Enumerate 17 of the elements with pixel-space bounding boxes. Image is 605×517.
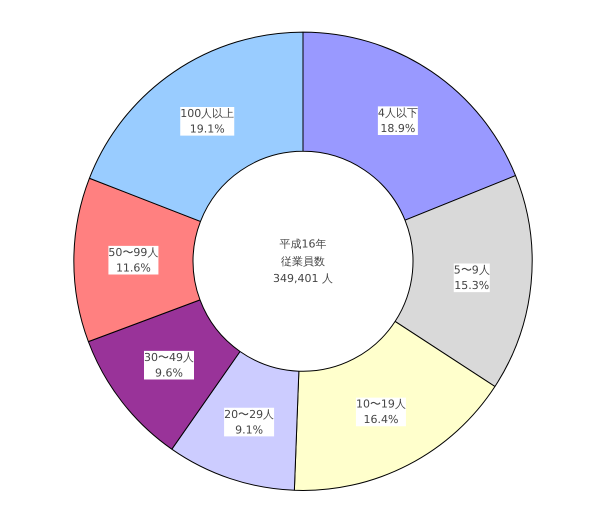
- slice-label: 100人以上: [180, 107, 234, 120]
- slice-label: 5〜9人: [454, 263, 490, 276]
- data-label: 16.4%: [363, 413, 398, 426]
- slice-label: 20〜29人: [224, 408, 274, 421]
- data-label: 9.6%: [155, 366, 183, 380]
- slice-label: 50〜99人: [108, 246, 158, 259]
- text: 349,401 人: [273, 272, 333, 285]
- data-label: 11.6%: [116, 262, 151, 275]
- data-label: 15.3%: [454, 279, 490, 292]
- slice-label: 4人以下: [378, 106, 418, 120]
- text: 平成16年: [280, 238, 326, 251]
- data-label: 9.1%: [235, 423, 264, 436]
- slice-label: 10〜19人: [356, 398, 406, 411]
- data-label: 18.9%: [380, 122, 416, 136]
- data-label: 19.1%: [190, 122, 225, 136]
- text: 従業員数: [281, 254, 325, 268]
- slice-label: 30〜49人: [144, 350, 194, 364]
